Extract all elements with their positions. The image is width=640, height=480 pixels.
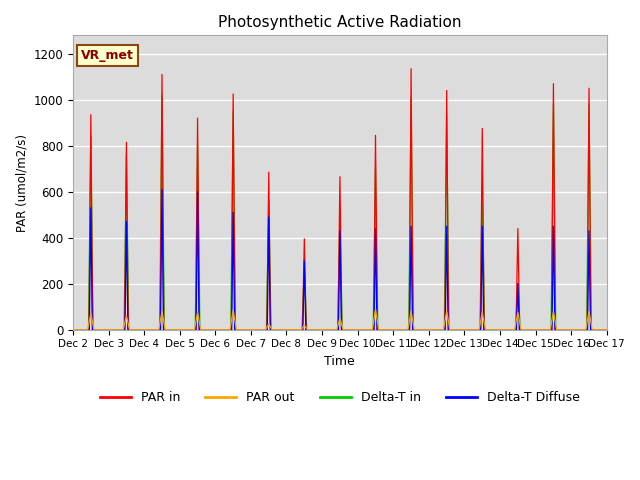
PAR in [460, 327, 467, 333]
Line: Delta-T Diffuse: Delta-T Diffuse [73, 190, 607, 330]
PAR in [165, 327, 173, 333]
Delta-T Diffuse [165, 327, 173, 333]
Delta-T in [320, 327, 328, 333]
Delta-T in [165, 327, 173, 333]
Delta-T Diffuse [490, 327, 497, 333]
PAR out [165, 327, 173, 333]
PAR in [320, 327, 328, 333]
Line: Delta-T in: Delta-T in [73, 95, 607, 330]
PAR out [603, 327, 611, 333]
Delta-T Diffuse [430, 327, 438, 333]
Delta-T Diffuse [320, 327, 328, 333]
PAR in [430, 327, 438, 333]
Text: VR_met: VR_met [81, 49, 134, 62]
PAR out [490, 327, 497, 333]
Delta-T in [603, 327, 611, 333]
Y-axis label: PAR (umol/m2/s): PAR (umol/m2/s) [15, 133, 28, 231]
PAR in [69, 327, 77, 333]
Legend: PAR in, PAR out, Delta-T in, Delta-T Diffuse: PAR in, PAR out, Delta-T in, Delta-T Dif… [95, 386, 585, 409]
Delta-T in [430, 327, 438, 333]
PAR out [372, 306, 380, 312]
Line: PAR in: PAR in [73, 69, 607, 330]
Delta-T Diffuse [602, 327, 610, 333]
Line: PAR out: PAR out [73, 309, 607, 330]
PAR out [602, 327, 610, 333]
PAR in [407, 66, 415, 72]
PAR in [490, 327, 497, 333]
Title: Photosynthetic Active Radiation: Photosynthetic Active Radiation [218, 15, 461, 30]
Delta-T in [490, 327, 497, 333]
PAR out [69, 327, 77, 333]
Delta-T in [460, 327, 467, 333]
PAR in [602, 327, 610, 333]
PAR out [460, 327, 467, 333]
Delta-T Diffuse [158, 187, 166, 192]
PAR out [430, 327, 438, 333]
PAR in [603, 327, 611, 333]
Delta-T Diffuse [460, 327, 467, 333]
PAR out [320, 327, 328, 333]
X-axis label: Time: Time [324, 355, 355, 368]
Delta-T in [69, 327, 77, 333]
Delta-T in [158, 92, 166, 98]
Delta-T Diffuse [603, 327, 611, 333]
Delta-T in [602, 327, 610, 333]
Delta-T Diffuse [69, 327, 77, 333]
